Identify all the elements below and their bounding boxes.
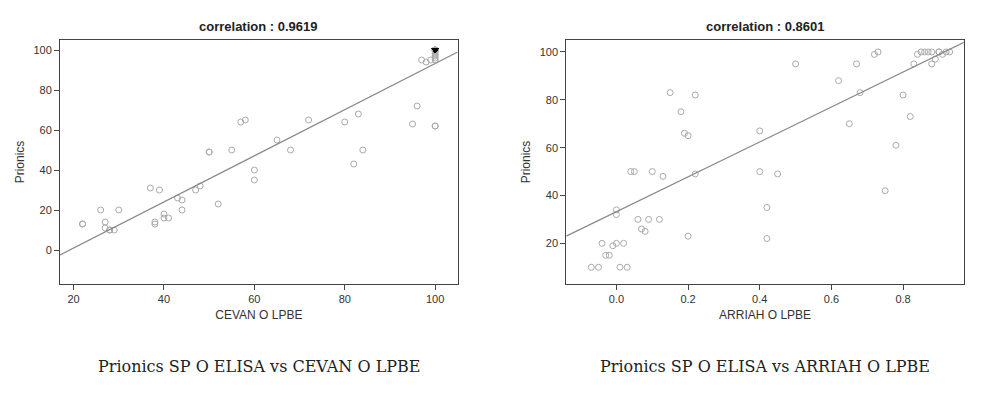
svg-text:80: 80 (546, 94, 558, 106)
svg-text:ARRIAH O LPBE: ARRIAH O LPBE (719, 308, 811, 322)
svg-text:40: 40 (546, 189, 558, 201)
svg-text:0.6: 0.6 (824, 293, 839, 305)
svg-text:0.2: 0.2 (680, 293, 695, 305)
svg-text:40: 40 (40, 164, 52, 176)
svg-text:Prionics SP O ELISA vs CEVAN O: Prionics SP O ELISA vs CEVAN O LPBE (98, 357, 420, 376)
svg-text:80: 80 (40, 84, 52, 96)
svg-text:20: 20 (40, 204, 52, 216)
svg-text:correlation : 0.8601: correlation : 0.8601 (706, 19, 825, 34)
svg-text:CEVAN O LPBE: CEVAN O LPBE (215, 308, 302, 322)
svg-text:60: 60 (546, 142, 558, 154)
svg-text:20: 20 (546, 237, 558, 249)
svg-text:Prionics SP O ELISA vs ARRIAH: Prionics SP O ELISA vs ARRIAH O LPBE (600, 357, 930, 376)
svg-text:60: 60 (40, 124, 52, 136)
svg-text:0.4: 0.4 (752, 293, 767, 305)
svg-text:Prionics: Prionics (13, 141, 27, 184)
svg-text:0: 0 (46, 244, 52, 256)
svg-text:0.8: 0.8 (895, 293, 910, 305)
svg-text:40: 40 (158, 293, 170, 305)
svg-text:Prionics: Prionics (519, 141, 533, 184)
svg-text:100: 100 (33, 44, 51, 56)
svg-text:100: 100 (426, 293, 444, 305)
svg-text:60: 60 (248, 293, 260, 305)
svg-text:80: 80 (339, 293, 351, 305)
svg-text:100: 100 (540, 46, 558, 58)
svg-text:correlation : 0.9619: correlation : 0.9619 (199, 19, 318, 34)
svg-text:0.0: 0.0 (609, 293, 624, 305)
svg-text:20: 20 (67, 293, 79, 305)
